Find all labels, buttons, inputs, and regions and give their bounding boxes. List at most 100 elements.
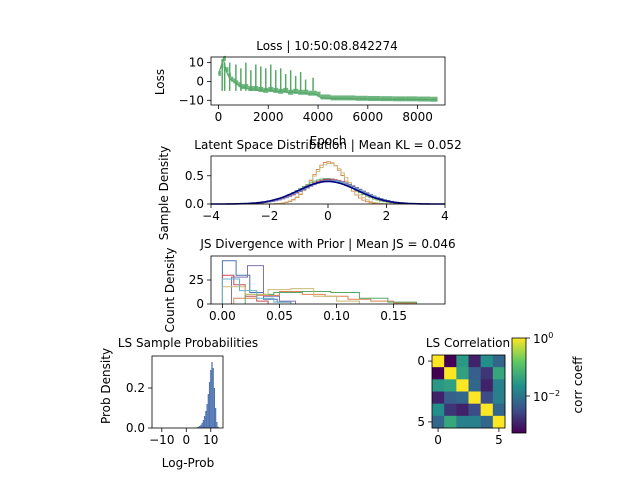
corr-cell: [432, 379, 445, 392]
loss-ticks: 0 2000 4000 6000 8000 −10 0 10: [179, 56, 433, 124]
probs-xtick-label: −10: [149, 433, 174, 447]
js-plot-area: [221, 260, 417, 304]
latent-series-hist: [211, 178, 443, 205]
loss-noise-band: [298, 89, 304, 95]
corr-cell: [468, 355, 481, 368]
latent-plot-area: [211, 161, 445, 205]
loss-noise-band: [235, 80, 239, 86]
loss-xtick-label: 8000: [402, 110, 433, 124]
probs-xlabel: Log-Prob: [162, 456, 214, 470]
js-xtick-label: 0.10: [323, 309, 350, 323]
js-series-hist: [221, 286, 360, 304]
corr-cell: [468, 403, 481, 417]
loss-xtick-label: 0: [215, 110, 223, 124]
corr-cell: [468, 391, 481, 404]
loss-panel: Loss | 10:50:08.842274 0 2000 4000 6000 8000…: [153, 39, 446, 148]
probs-bar: [211, 362, 213, 428]
corr-ytick-label: 5: [417, 415, 425, 429]
latent-series-hist: [211, 161, 443, 205]
loss-noise-band: [355, 95, 368, 101]
corr-panel: LS Correlation 0 505 100 10−2 corr coeff: [417, 331, 585, 447]
probs-bar: [207, 394, 209, 428]
corr-cell: [456, 379, 469, 392]
corr-cell: [456, 367, 469, 380]
probs-ytick-label: 0.2: [126, 381, 145, 395]
corr-axes-frame: [431, 354, 506, 429]
loss-xtick-label: 4000: [303, 110, 334, 124]
probs-plot-area: [195, 362, 219, 428]
js-title: JS Divergence with Prior | Mean JS = 0.0…: [199, 237, 455, 251]
probs-bar: [206, 404, 208, 428]
latent-series-hist: [211, 179, 443, 205]
loss-noise-band: [218, 70, 221, 76]
probs-bar: [212, 368, 214, 428]
loss-noise-band: [303, 89, 309, 95]
probs-xtick-label: 0: [182, 433, 190, 447]
probs-bar: [210, 370, 212, 428]
corr-cell: [480, 391, 494, 404]
corr-cell: [492, 355, 506, 368]
corr-cell: [444, 391, 457, 404]
corr-cell: [492, 403, 506, 417]
loss-noise-band: [233, 78, 236, 84]
corr-heatmap: [432, 355, 506, 429]
loss-title: Loss | 10:50:08.842274: [256, 39, 398, 53]
loss-noise-band: [278, 88, 284, 94]
probs-bar: [208, 382, 211, 428]
latent-title: Latent Space Distribution | Mean KL = 0.…: [194, 138, 461, 152]
latent-ytick-label: 0.0: [185, 197, 204, 211]
latent-ticks: −4 −2 0 2 4 0.0 0.5: [185, 169, 449, 223]
loss-plot-area: [217, 55, 438, 102]
loss-noise-band: [313, 90, 317, 96]
corr-cell: [480, 403, 494, 417]
loss-noise-band: [320, 94, 331, 100]
corr-cell: [432, 391, 445, 404]
corr-cell: [432, 403, 445, 417]
js-ytick-label: 25: [189, 273, 204, 287]
probs-bar: [213, 388, 216, 428]
probs-bar: [199, 426, 201, 428]
latent-series-hist: [211, 179, 443, 205]
corr-cell: [432, 415, 445, 429]
js-panel: JS Divergence with Prior | Mean JS = 0.0…: [163, 237, 456, 333]
loss-noise-band: [288, 89, 294, 95]
loss-ylabel: Loss: [153, 69, 167, 95]
loss-noise-band: [308, 90, 314, 96]
latent-xtick-label: 0: [324, 209, 332, 223]
corr-ytick-label: 0: [417, 354, 425, 368]
probs-bar: [216, 422, 218, 428]
js-xtick-label: 0.15: [380, 309, 407, 323]
loss-noise-band: [330, 95, 343, 101]
corr-cell: [444, 355, 457, 368]
corr-cell: [444, 415, 457, 429]
loss-noise-band: [367, 95, 381, 101]
loss-noise-band: [405, 96, 418, 102]
latent-xtick-label: −2: [261, 209, 279, 223]
js-ticks: 0.00 0.05 0.10 0.15 0 25: [189, 273, 407, 323]
js-series-hist: [231, 265, 296, 304]
loss-noise-band: [417, 96, 431, 102]
colorbar: [511, 337, 527, 434]
loss-noise-band: [392, 96, 406, 102]
probs-bar: [197, 426, 200, 428]
latent-xtick-label: 4: [441, 209, 449, 223]
corr-cell: [480, 355, 494, 368]
latent-ylabel: Sample Density: [157, 146, 171, 240]
loss-noise-band: [225, 67, 229, 73]
latent-series-hist: [211, 162, 443, 205]
latent-prior-curve: [211, 180, 445, 205]
js-series-hist: [221, 278, 292, 304]
corr-cell: [456, 415, 469, 429]
loss-xtick-label: 2000: [253, 110, 284, 124]
latent-ytick-label: 0.5: [185, 169, 204, 183]
colorbar-label: corr coeff: [571, 356, 585, 414]
js-ytick-label: 0: [196, 297, 204, 311]
corr-cell: [492, 391, 506, 404]
latent-xtick-label: 2: [383, 209, 391, 223]
latent-series-hist: [211, 178, 443, 205]
probs-bar: [217, 426, 219, 428]
probs-ticks: −10 0 10 0.0 0.2: [126, 381, 218, 447]
corr-cell: [492, 415, 506, 429]
loss-noise-band: [238, 82, 241, 88]
